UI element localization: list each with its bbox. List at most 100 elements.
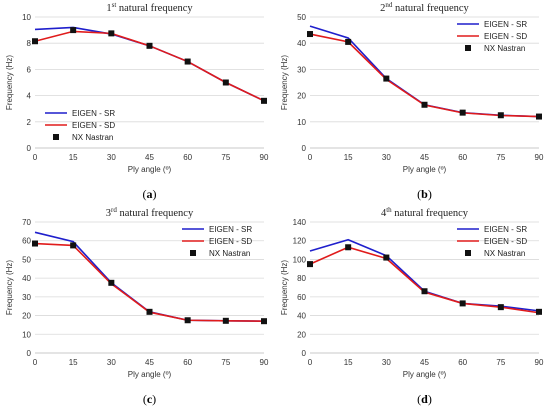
x-tick-label: 60 (458, 358, 467, 367)
x-axis-label: Ply angle (º) (128, 165, 172, 174)
nx-nastran-marker (261, 97, 267, 104)
nx-nastran-marker (222, 317, 229, 324)
x-tick-label: 75 (496, 153, 505, 162)
nx-nastran-marker (497, 304, 504, 311)
caption-paren-close: ) (428, 392, 432, 406)
legend-label: NX Nastran (72, 133, 113, 142)
caption-letter: c (147, 392, 153, 406)
legend-label: NX Nastran (484, 44, 525, 53)
chart-title-superscript: th (386, 206, 392, 214)
chart-panel-4th-frequency: 4th natural frequency 0 20 40 60 80 100 120 140 0… (275, 205, 550, 410)
nx-nastran-marker (421, 101, 428, 108)
x-tick-label: 0 (33, 358, 38, 367)
x-axis-label: Ply angle (º) (128, 370, 172, 379)
y-tick-label: 0 (27, 144, 32, 153)
chart-title-number: 4 (381, 208, 387, 219)
caption-paren-open: ( (417, 187, 421, 201)
y-tick-label: 40 (297, 39, 306, 48)
nx-nastran-marker (222, 79, 229, 86)
nx-nastran-marker (307, 31, 313, 38)
y-tick-label: 40 (297, 312, 306, 321)
y-axis-label: Frequency (Hz) (280, 260, 289, 315)
nx-nastran-marker (421, 288, 428, 295)
caption-letter: b (421, 187, 428, 201)
nx-nastran-marker (108, 30, 115, 37)
nx-nastran-marker (70, 242, 77, 249)
nx-nastran-marker (345, 38, 352, 45)
chart-panel-1st-frequency: 1st natural frequency 0 2 4 6 8 10 0 15 30 45 60 75 9… (0, 0, 275, 205)
caption-letter: a (147, 187, 153, 201)
chart-title-superscript: st (112, 1, 117, 9)
y-tick-label: 10 (22, 13, 31, 22)
x-tick-label: 0 (308, 358, 313, 367)
nx-nastran-marker (459, 109, 466, 116)
y-tick-label: 0 (27, 349, 32, 358)
legend-label: EIGEN - SR (209, 225, 252, 234)
y-tick-label: 60 (22, 237, 31, 246)
chart-title-rest: natural frequency (117, 208, 194, 219)
legend-marker-nx-nastran (465, 250, 471, 256)
x-tick-label: 45 (420, 153, 429, 162)
y-tick-label: 140 (293, 218, 307, 227)
legend-marker-nx-nastran (190, 250, 196, 256)
x-axis-label: Ply angle (º) (403, 370, 447, 379)
y-tick-label: 120 (293, 237, 307, 246)
legend-label: EIGEN - SD (484, 32, 527, 41)
x-tick-label: 60 (183, 153, 192, 162)
legend-label: EIGEN - SD (484, 237, 527, 246)
legend-marker-nx-nastran (53, 134, 59, 140)
y-tick-label: 20 (297, 330, 306, 339)
x-tick-label: 45 (420, 358, 429, 367)
panel-caption: (d) (417, 392, 432, 406)
x-tick-label: 15 (344, 153, 353, 162)
x-tick-label: 75 (221, 153, 230, 162)
y-tick-label: 30 (297, 65, 306, 74)
chart-title-number: 1 (106, 3, 111, 14)
caption-paren-close: ) (428, 187, 432, 201)
x-tick-label: 75 (496, 358, 505, 367)
nx-nastran-marker (146, 308, 153, 315)
y-axis-label: Frequency (Hz) (5, 260, 14, 315)
x-tick-label: 0 (33, 153, 38, 162)
nx-nastran-marker (32, 240, 38, 247)
nx-nastran-marker (32, 38, 38, 45)
y-tick-label: 10 (22, 330, 31, 339)
nx-nastran-marker (345, 244, 352, 251)
y-axis-label: Frequency (Hz) (280, 55, 289, 110)
y-tick-label: 80 (297, 274, 306, 283)
legend-label: EIGEN - SR (484, 20, 527, 29)
x-tick-label: 45 (145, 358, 154, 367)
chart-title-number: 3 (106, 208, 111, 219)
chart-title-superscript: nd (385, 1, 393, 9)
nx-nastran-marker (536, 113, 542, 120)
y-axis-label: Frequency (Hz) (5, 55, 14, 110)
caption-paren-close: ) (152, 392, 156, 406)
chart-svg: 2nd natural frequency 0 10 20 30 40 50 0 15 30 45 6… (280, 1, 544, 201)
chart-title: 2nd natural frequency (380, 1, 469, 14)
x-axis-label: Ply angle (º) (403, 165, 447, 174)
legend-label: EIGEN - SR (484, 225, 527, 234)
y-tick-label: 2 (27, 118, 32, 127)
x-tick-label: 45 (145, 153, 154, 162)
chart-title-rest: natural frequency (392, 3, 469, 14)
nx-nastran-marker (536, 308, 542, 315)
eigen-sr-line (34, 26, 265, 102)
x-tick-label: 60 (183, 358, 192, 367)
x-tick-label: 15 (69, 358, 78, 367)
chart-title: 4th natural frequency (381, 206, 469, 219)
legend-marker-nx-nastran (465, 45, 471, 51)
nx-nastran-marker (108, 279, 115, 286)
y-tick-label: 0 (302, 144, 307, 153)
nx-nastran-marker (261, 318, 267, 325)
x-tick-label: 30 (382, 153, 391, 162)
y-tick-label: 40 (22, 274, 31, 283)
y-tick-label: 8 (27, 39, 32, 48)
x-tick-label: 60 (458, 153, 467, 162)
caption-paren-close: ) (153, 187, 157, 201)
nx-nastran-marker (70, 27, 77, 34)
nx-nastran-marker (459, 300, 466, 307)
y-tick-label: 4 (27, 92, 32, 101)
chart-svg: 4th natural frequency 0 20 40 60 80 100 120 140 0… (280, 206, 544, 406)
y-tick-label: 50 (22, 255, 31, 264)
y-tick-label: 70 (22, 218, 31, 227)
